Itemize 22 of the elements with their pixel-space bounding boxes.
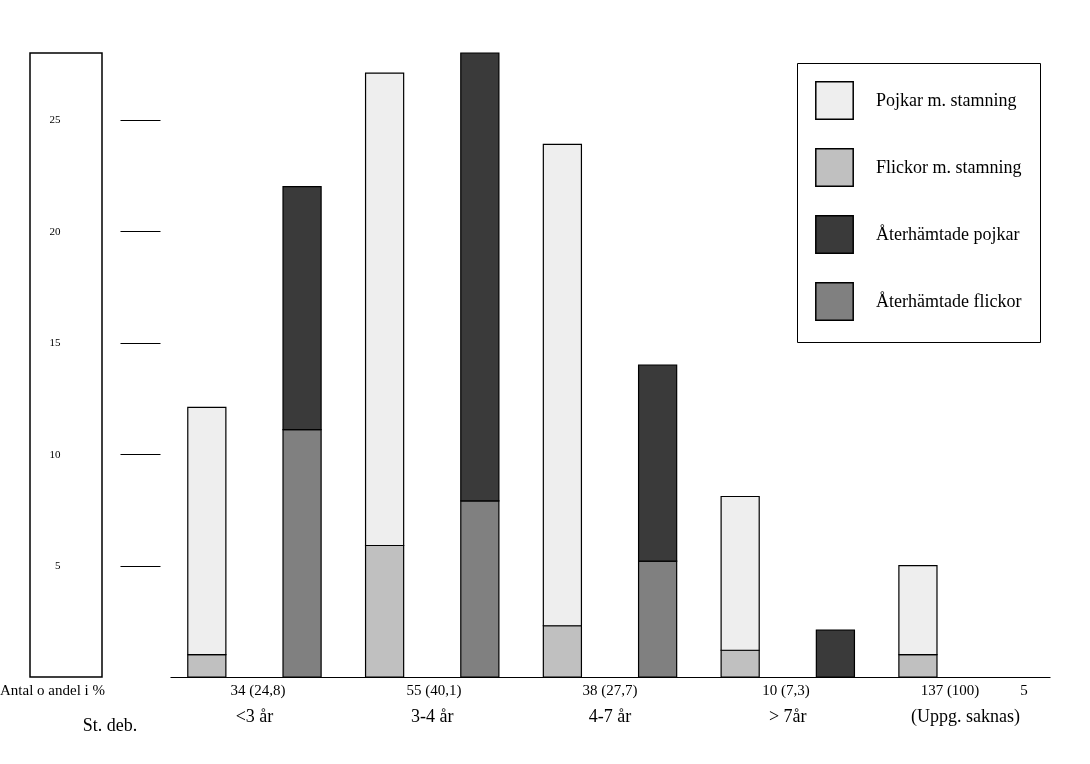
legend-label: Återhämtade flickor <box>876 290 1022 311</box>
text: 55 (40,1) <box>406 682 462 699</box>
text: Antal o andel i % <box>0 682 105 698</box>
text: 10 (7,3) <box>762 682 810 699</box>
legend-label: Flickor m. stamning <box>876 156 1022 177</box>
x-tick-label: <3 år <box>235 705 274 726</box>
text: 34 (24,8) <box>230 682 286 699</box>
text: 137 (100) <box>920 682 980 699</box>
legend-label: Pojkar m. stamning <box>876 89 1017 110</box>
y-tick-label: 25 <box>49 113 61 126</box>
y-tick-label: 20 <box>49 224 61 237</box>
x-tick-label: 3-4 år <box>410 705 454 726</box>
y-tick-label: 10 <box>49 447 61 460</box>
x-tick-label: (Uppg. saknas) <box>911 705 1021 727</box>
x-tick-label: 4-7 år <box>588 705 632 726</box>
x-tick-label: > 7år <box>768 705 807 726</box>
y-tick-label: 15 <box>49 336 61 349</box>
text: 38 (27,7) <box>582 682 638 699</box>
text: 5 <box>1020 682 1028 698</box>
y-tick-label: 5 <box>55 559 61 572</box>
x-axis-title: St. deb. <box>82 715 138 735</box>
legend-label: Återhämtade pojkar <box>876 223 1020 244</box>
